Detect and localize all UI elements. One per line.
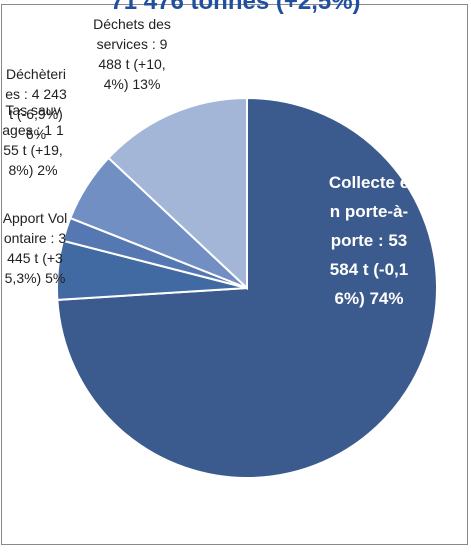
chart-title: 71 476 tonnes (+2,5%)	[110, 0, 361, 15]
slice-label: Déchets des services : 9 488 t (+10,4%) …	[92, 14, 172, 94]
slice-name: Collecte en porte-à-porte : 53 584 t (-0…	[328, 173, 410, 308]
slice-value: 2%	[37, 162, 58, 178]
slice-name: Apport Volontaire : 3 445 t (+35,3%)	[2, 210, 68, 286]
slice-value: 74%	[369, 289, 404, 308]
pie-slice	[107, 96, 248, 291]
slice-label: Collecte en porte-à-porte : 53 584 t (-0…	[328, 168, 410, 313]
slice-label: Apport Volontaire : 3 445 t (+35,3%) 5%	[2, 208, 68, 288]
slice-name: Déchets des services : 9 488 t (+10,4%)	[93, 16, 171, 92]
slice-label: Tas sauvages : 1 155 t (+19,8%) 2%	[2, 100, 64, 180]
slice-label: Déchèteries : 4 243 t (-6,9%) 6%	[4, 64, 68, 144]
slice-value: 6%	[25, 126, 47, 142]
chart-frame	[1, 4, 468, 545]
slice-value: 13%	[132, 76, 161, 92]
slice-name: Déchèteries : 4 243 t (-6,9%)	[5, 66, 67, 122]
slice-value: 5%	[45, 270, 66, 286]
slice-name: Tas sauvages : 1 155 t (+19,8%)	[2, 102, 64, 178]
